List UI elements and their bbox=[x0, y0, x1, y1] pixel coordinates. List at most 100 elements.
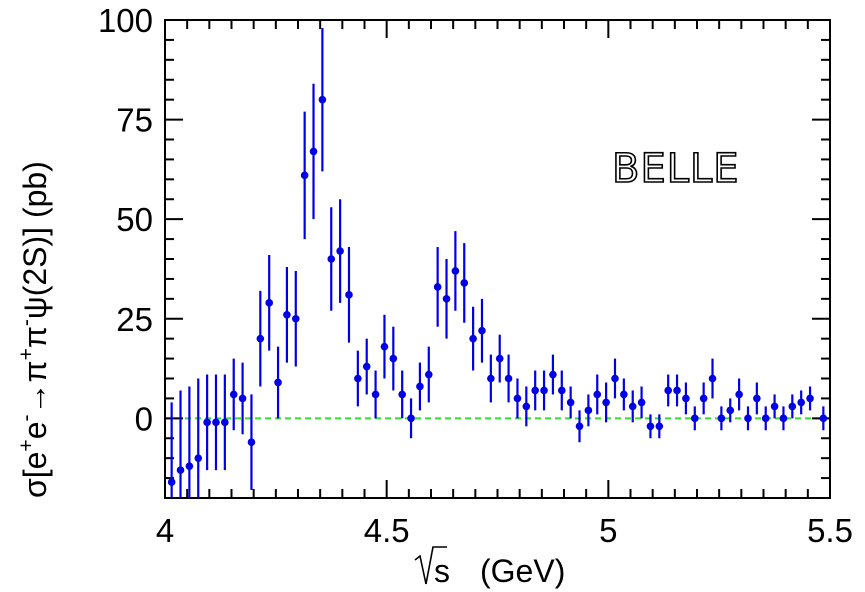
data-point bbox=[513, 378, 522, 419]
point-marker bbox=[593, 390, 602, 399]
data-point bbox=[407, 398, 415, 439]
point-marker bbox=[620, 390, 628, 399]
data-point bbox=[566, 386, 575, 419]
data-point bbox=[664, 374, 672, 407]
point-marker bbox=[779, 414, 788, 423]
y-title-sigma: σ[e bbox=[17, 452, 53, 498]
data-point bbox=[504, 354, 513, 403]
data-point bbox=[690, 406, 699, 431]
point-marker bbox=[682, 394, 690, 403]
point-marker bbox=[371, 390, 380, 399]
point-marker bbox=[203, 418, 211, 427]
data-point bbox=[380, 314, 389, 379]
y-title-sup4: - bbox=[15, 319, 38, 326]
point-marker bbox=[540, 386, 548, 395]
data-point bbox=[531, 370, 539, 411]
x-axis-title-root: s bbox=[434, 553, 450, 589]
point-marker bbox=[283, 310, 291, 319]
data-point bbox=[371, 370, 380, 419]
point-marker bbox=[478, 326, 486, 335]
data-point bbox=[726, 398, 735, 423]
point-marker bbox=[407, 414, 415, 423]
point-marker bbox=[513, 394, 522, 403]
point-marker bbox=[690, 414, 699, 423]
point-marker bbox=[416, 382, 424, 391]
data-point bbox=[194, 378, 203, 498]
point-marker bbox=[327, 255, 336, 263]
data-point bbox=[460, 243, 469, 323]
point-marker bbox=[380, 342, 389, 351]
point-marker bbox=[549, 370, 557, 379]
point-marker bbox=[761, 414, 770, 423]
data-point bbox=[256, 290, 265, 387]
data-point bbox=[398, 370, 406, 419]
y-axis-title: σ[e+e-→π+π-ψ(2S)] (pb) bbox=[15, 161, 53, 498]
x-axis-title: s (GeV) bbox=[414, 546, 565, 589]
point-marker bbox=[247, 438, 256, 447]
belle-annotation: BELLE bbox=[612, 146, 740, 192]
data-point bbox=[229, 358, 238, 431]
data-point bbox=[717, 406, 726, 431]
data-point bbox=[819, 406, 828, 431]
data-point bbox=[735, 378, 743, 411]
point-marker bbox=[221, 418, 229, 427]
point-marker bbox=[229, 390, 238, 399]
y-title-pi: π bbox=[17, 326, 53, 348]
data-point bbox=[327, 207, 336, 311]
x-tick-label: 4 bbox=[156, 512, 174, 549]
x-tick-label: 4.5 bbox=[364, 512, 410, 549]
data-point bbox=[522, 386, 531, 427]
data-point bbox=[611, 358, 619, 399]
x-tick-label: 5.5 bbox=[807, 512, 853, 549]
point-marker bbox=[699, 394, 708, 403]
sqrt-symbol bbox=[414, 546, 447, 585]
x-tick-label: 5 bbox=[599, 512, 617, 549]
point-marker bbox=[673, 386, 681, 395]
data-point bbox=[309, 83, 318, 220]
data-point bbox=[238, 362, 247, 435]
y-title-arrow-pi: →π bbox=[17, 360, 53, 414]
point-marker bbox=[717, 414, 726, 423]
data-point bbox=[806, 386, 814, 411]
data-point bbox=[779, 406, 788, 431]
data-point bbox=[699, 382, 708, 415]
y-tick-label: 0 bbox=[135, 400, 153, 437]
data-point bbox=[354, 350, 362, 407]
data-point bbox=[673, 374, 681, 407]
point-marker bbox=[442, 295, 451, 303]
point-marker bbox=[354, 374, 362, 383]
y-title-sup2: - bbox=[15, 415, 38, 422]
point-marker bbox=[646, 422, 655, 431]
data-point bbox=[469, 306, 477, 371]
data-point bbox=[540, 370, 548, 411]
point-marker bbox=[460, 279, 469, 287]
y-tick-label: 75 bbox=[116, 102, 153, 139]
point-marker bbox=[602, 398, 610, 407]
data-point bbox=[274, 346, 282, 419]
point-marker bbox=[398, 390, 406, 399]
data-point bbox=[797, 390, 805, 415]
data-point bbox=[770, 394, 779, 419]
y-title-sup3: + bbox=[15, 348, 38, 360]
plot-frame bbox=[164, 19, 831, 499]
point-marker bbox=[318, 95, 327, 104]
point-marker bbox=[744, 414, 752, 423]
point-marker bbox=[469, 334, 477, 343]
point-marker bbox=[291, 314, 300, 323]
data-point bbox=[637, 386, 646, 419]
y-tick-labels: 100 75 50 25 0 bbox=[98, 2, 153, 437]
y-title-sup1: + bbox=[15, 439, 38, 451]
point-marker bbox=[309, 147, 318, 156]
point-marker bbox=[797, 398, 805, 407]
point-marker bbox=[788, 402, 797, 411]
data-point bbox=[283, 266, 291, 363]
point-marker bbox=[389, 354, 398, 363]
x-axis-title-unit: (GeV) bbox=[480, 553, 565, 589]
data-point bbox=[788, 394, 797, 419]
x-tick-labels: 4 4.5 5 5.5 bbox=[156, 512, 853, 549]
point-marker bbox=[655, 422, 664, 431]
point-marker bbox=[265, 299, 273, 307]
data-point bbox=[487, 354, 495, 403]
point-marker bbox=[212, 418, 220, 427]
